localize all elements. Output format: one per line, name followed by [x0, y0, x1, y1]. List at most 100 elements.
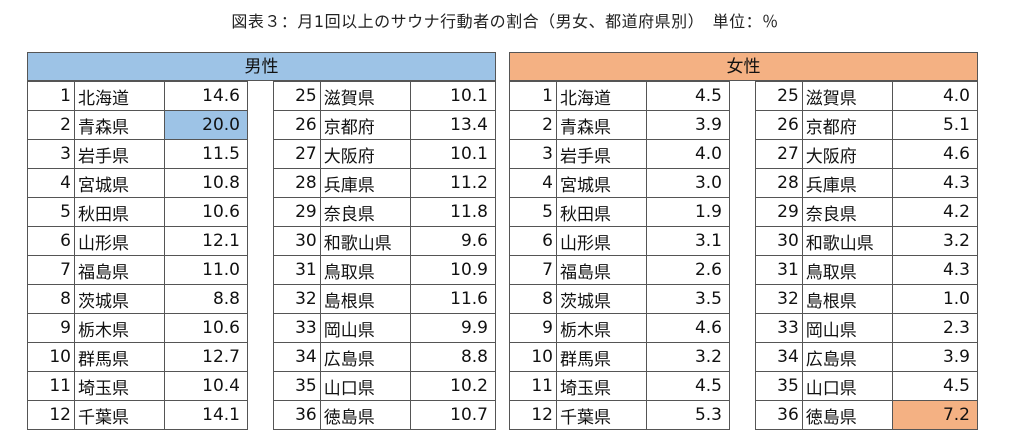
rank-cell: 34 — [273, 342, 321, 372]
rank-cell: 32 — [755, 284, 803, 314]
value-cell: 2.6 — [646, 255, 730, 285]
value-cell: 10.4 — [164, 371, 248, 401]
prefecture-cell: 奈良県 — [319, 197, 411, 227]
value-cell: 4.5 — [891, 371, 979, 401]
table-row: 32 島根県 11.6 — [273, 284, 497, 314]
table-row: 25 滋賀県 4.0 — [755, 81, 979, 111]
prefecture-cell: 福島県 — [556, 255, 647, 285]
value-cell: 11.5 — [164, 139, 248, 169]
rank-cell: 35 — [755, 371, 803, 401]
value-cell: 5.1 — [891, 110, 979, 140]
prefecture-cell: 岩手県 — [74, 139, 165, 169]
rank-cell: 6 — [509, 226, 557, 256]
rank-cell: 31 — [273, 255, 321, 285]
male-panel: 男性 1 北海道 14.6 2 青森県 20.0 3 岩手県 11.5 4 宮城県 10.8 5 秋田県 1… — [27, 52, 497, 430]
rank-cell: 29 — [755, 197, 803, 227]
value-cell: 4.5 — [646, 81, 730, 111]
rank-cell: 30 — [755, 226, 803, 256]
chart-title: 図表３：月1回以上のサウナ行動者の割合（男女、都道府県別） 単位：％ — [231, 12, 779, 31]
table-row: 27 大阪府 4.6 — [755, 139, 979, 169]
male-table-left: 1 北海道 14.6 2 青森県 20.0 3 岩手県 11.5 4 宮城県 10.8 5 秋田県 10.6… — [27, 81, 248, 430]
table-row: 9 栃木県 4.6 — [509, 313, 730, 343]
rank-cell: 8 — [509, 284, 557, 314]
table-row: 6 山形県 12.1 — [27, 226, 248, 256]
prefecture-cell: 岡山県 — [801, 313, 893, 343]
value-cell: 4.2 — [891, 197, 979, 227]
table-row: 8 茨城県 8.8 — [27, 284, 248, 314]
prefecture-cell: 栃木県 — [74, 313, 165, 343]
table-row: 12 千葉県 5.3 — [509, 400, 730, 430]
value-cell: 10.2 — [409, 371, 497, 401]
value-cell: 4.5 — [646, 371, 730, 401]
rank-cell: 35 — [273, 371, 321, 401]
prefecture-cell: 群馬県 — [556, 342, 647, 372]
table-row: 8 茨城県 3.5 — [509, 284, 730, 314]
rank-cell: 36 — [273, 400, 321, 430]
table-row: 36 徳島県 10.7 — [273, 400, 497, 430]
table-row: 3 岩手県 11.5 — [27, 139, 248, 169]
prefecture-cell: 青森県 — [74, 110, 165, 140]
rank-cell: 12 — [509, 400, 557, 430]
table-row: 11 埼玉県 4.5 — [509, 371, 730, 401]
table-row: 7 福島県 11.0 — [27, 255, 248, 285]
rank-cell: 31 — [755, 255, 803, 285]
prefecture-cell: 京都府 — [319, 110, 411, 140]
rank-cell: 25 — [273, 81, 321, 111]
table-row: 30 和歌山県 3.2 — [755, 226, 979, 256]
table-row: 30 和歌山県 9.6 — [273, 226, 497, 256]
value-cell: 11.8 — [409, 197, 497, 227]
rank-cell: 9 — [27, 313, 75, 343]
value-cell: 13.4 — [409, 110, 497, 140]
rank-cell: 34 — [755, 342, 803, 372]
rank-cell: 5 — [27, 197, 75, 227]
prefecture-cell: 鳥取県 — [801, 255, 893, 285]
rank-cell: 10 — [509, 342, 557, 372]
rank-cell: 4 — [27, 168, 75, 198]
prefecture-cell: 兵庫県 — [319, 168, 411, 198]
value-cell: 14.6 — [164, 81, 248, 111]
value-cell: 3.2 — [646, 342, 730, 372]
rank-cell: 30 — [273, 226, 321, 256]
female-table-right: 25 滋賀県 4.0 26 京都府 5.1 27 大阪府 4.6 28 兵庫県 4.3 29 奈良県 4.2… — [755, 81, 979, 430]
value-cell: 14.1 — [164, 400, 248, 430]
prefecture-cell: 宮城県 — [556, 168, 647, 198]
rank-cell: 6 — [27, 226, 75, 256]
table-row: 29 奈良県 4.2 — [755, 197, 979, 227]
table-row: 2 青森県 3.9 — [509, 110, 730, 140]
table-row: 7 福島県 2.6 — [509, 255, 730, 285]
rank-cell: 4 — [509, 168, 557, 198]
rank-cell: 1 — [509, 81, 557, 111]
prefecture-cell: 兵庫県 — [801, 168, 893, 198]
prefecture-cell: 千葉県 — [74, 400, 165, 430]
value-cell: 10.8 — [164, 168, 248, 198]
table-row: 4 宮城県 3.0 — [509, 168, 730, 198]
prefecture-cell: 埼玉県 — [74, 371, 165, 401]
value-cell: 1.0 — [891, 284, 979, 314]
table-row: 32 島根県 1.0 — [755, 284, 979, 314]
rank-cell: 11 — [27, 371, 75, 401]
rank-cell: 29 — [273, 197, 321, 227]
prefecture-cell: 山形県 — [556, 226, 647, 256]
rank-cell: 26 — [273, 110, 321, 140]
female-table-left: 1 北海道 4.5 2 青森県 3.9 3 岩手県 4.0 4 宮城県 3.0 5 秋田県 1.9 6 山形県 3… — [509, 81, 730, 430]
rank-cell: 5 — [509, 197, 557, 227]
table-row: 33 岡山県 9.9 — [273, 313, 497, 343]
rank-cell: 28 — [273, 168, 321, 198]
prefecture-cell: 山口県 — [801, 371, 893, 401]
table-row: 26 京都府 5.1 — [755, 110, 979, 140]
prefecture-cell: 岡山県 — [319, 313, 411, 343]
rank-cell: 27 — [755, 139, 803, 169]
prefecture-cell: 京都府 — [801, 110, 893, 140]
value-cell: 12.7 — [164, 342, 248, 372]
table-row: 26 京都府 13.4 — [273, 110, 497, 140]
rank-cell: 2 — [509, 110, 557, 140]
table-row: 29 奈良県 11.8 — [273, 197, 497, 227]
value-cell: 3.1 — [646, 226, 730, 256]
value-cell: 3.9 — [646, 110, 730, 140]
prefecture-cell: 和歌山県 — [801, 226, 893, 256]
male-table-right: 25 滋賀県 10.1 26 京都府 13.4 27 大阪府 10.1 28 兵庫県 11.2 29 奈良… — [273, 81, 497, 430]
prefecture-cell: 和歌山県 — [319, 226, 411, 256]
prefecture-cell: 鳥取県 — [319, 255, 411, 285]
rank-cell: 7 — [27, 255, 75, 285]
rank-cell: 8 — [27, 284, 75, 314]
